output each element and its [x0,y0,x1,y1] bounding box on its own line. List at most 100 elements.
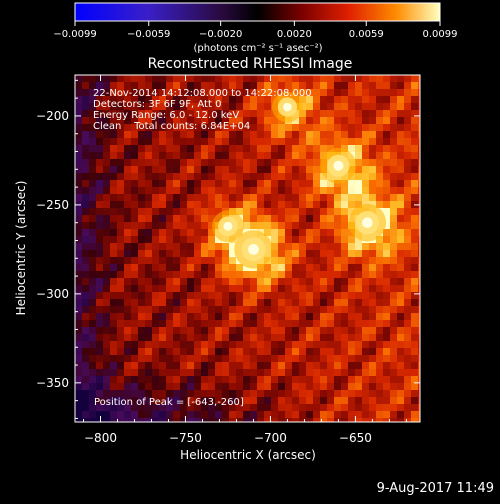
heatmap-cell [397,236,404,243]
heatmap-cell [250,222,257,229]
heatmap-cell [215,117,222,124]
heatmap-cell [355,138,362,145]
heatmap-cell [215,159,222,166]
heatmap-cell [278,201,285,208]
heatmap-cell [397,166,404,173]
heatmap-cell [362,278,369,285]
heatmap-cell [82,313,89,320]
heatmap-cell [124,383,131,390]
heatmap-cell [215,264,222,271]
heatmap-cell [250,362,257,369]
heatmap-cell [264,313,271,320]
heatmap-cell [201,362,208,369]
heatmap-cell [229,313,236,320]
heatmap-cell [264,404,271,411]
heatmap-cell [418,152,420,159]
heatmap-cell [411,194,418,201]
heatmap-cell [131,180,138,187]
heatmap-cell [138,299,145,306]
colorbar-tick-label: −0.0099 [53,29,96,40]
heatmap-image [75,75,420,422]
heatmap-cell [229,418,236,422]
heatmap-cell [271,166,278,173]
heatmap-cell [355,264,362,271]
heatmap-cell [285,355,292,362]
heatmap-cell [383,306,390,313]
heatmap-cell [306,376,313,383]
heatmap-cell [180,264,187,271]
heatmap-cell [166,292,173,299]
heatmap-cell [257,320,264,327]
heatmap-cell [117,201,124,208]
heatmap-cell [201,110,208,117]
heatmap-cell [271,320,278,327]
heatmap-cell [82,96,89,103]
heatmap-cell [110,180,117,187]
heatmap-cell [320,187,327,194]
heatmap-cell [271,327,278,334]
heatmap-cell [222,341,229,348]
heatmap-cell [201,264,208,271]
heatmap-cell [124,103,131,110]
heatmap-cell [285,222,292,229]
heatmap-cell [236,355,243,362]
heatmap-cell [117,222,124,229]
heatmap-cell [166,166,173,173]
annotation-time-range: 22-Nov-2014 14:12:08.000 to 14:22:08.000 [93,88,312,99]
heatmap-cell [145,257,152,264]
heatmap-cell [313,229,320,236]
heatmap-cell [334,362,341,369]
heatmap-cell [362,131,369,138]
heatmap-cell [334,278,341,285]
heatmap-cell [383,362,390,369]
heatmap-cell [292,355,299,362]
heatmap-cell [313,306,320,313]
heatmap-cell [383,341,390,348]
heatmap-cell [271,362,278,369]
heatmap-cell [411,334,418,341]
heatmap-cell [257,383,264,390]
heatmap-cell [341,194,348,201]
heatmap-cell [250,138,257,145]
heatmap-cell [159,390,166,397]
heatmap-cell [411,383,418,390]
heatmap-cell [229,187,236,194]
heatmap-cell [124,264,131,271]
heatmap-cell [369,355,376,362]
heatmap-cell [75,250,82,257]
heatmap-cell [166,327,173,334]
heatmap-cell [82,236,89,243]
heatmap-cell [313,131,320,138]
heatmap-cell [166,215,173,222]
heatmap-cell [173,327,180,334]
heatmap-cell [103,369,110,376]
heatmap-cell [397,306,404,313]
heatmap-cell [320,103,327,110]
heatmap-cell [418,257,420,264]
heatmap-cell [89,376,96,383]
heatmap-cell [194,194,201,201]
heatmap-cell [201,166,208,173]
heatmap-cell [194,166,201,173]
heatmap-cell [82,194,89,201]
heatmap-cell [82,159,89,166]
heatmap-cell [180,334,187,341]
heatmap-cell [173,376,180,383]
heatmap-cell [404,208,411,215]
heatmap-cell [117,110,124,117]
heatmap-cell [138,327,145,334]
heatmap-cell [341,390,348,397]
heatmap-cell [229,110,236,117]
heatmap-cell [355,75,362,82]
heatmap-cell [369,278,376,285]
heatmap-cell [397,369,404,376]
heatmap-cell [404,243,411,250]
heatmap-cell [362,110,369,117]
heatmap-cell [306,362,313,369]
heatmap-cell [299,285,306,292]
heatmap-cell [404,404,411,411]
heatmap-cell [376,243,383,250]
heatmap-cell [320,243,327,250]
heatmap-cell [124,96,131,103]
colorbar-tick-label: −0.0020 [199,29,242,40]
